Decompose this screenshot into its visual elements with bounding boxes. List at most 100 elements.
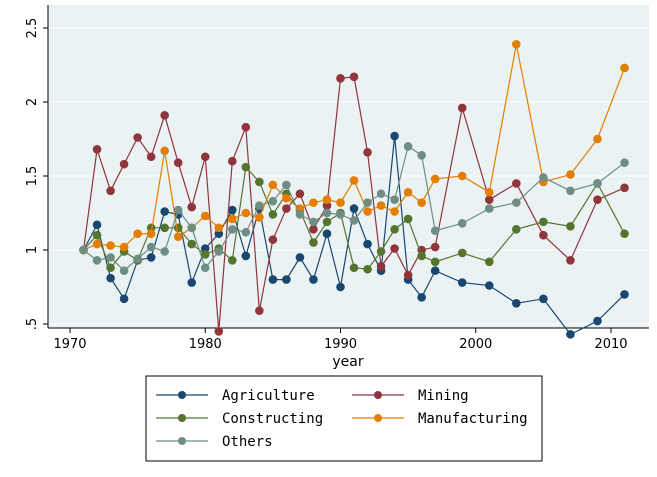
data-point	[160, 207, 169, 216]
data-point	[295, 253, 305, 262]
data-point	[255, 201, 264, 210]
data-point	[187, 202, 197, 212]
data-point	[593, 316, 602, 326]
data-point	[322, 217, 332, 227]
data-point	[457, 248, 467, 258]
data-point	[322, 195, 332, 204]
data-point	[200, 250, 210, 259]
data-point	[268, 180, 278, 190]
series-others	[79, 142, 629, 276]
data-point	[309, 238, 318, 247]
data-point	[228, 224, 237, 234]
data-point	[241, 122, 251, 132]
data-point	[363, 239, 372, 249]
data-point	[593, 195, 602, 204]
data-point	[106, 273, 115, 283]
data-point	[390, 244, 399, 253]
data-point	[403, 270, 413, 280]
data-point	[187, 278, 197, 287]
data-point	[484, 281, 494, 290]
series-line-agriculture	[82, 135, 625, 336]
y-tick-label: 1.5	[25, 166, 40, 187]
legend-marker	[374, 391, 382, 399]
legend-label: Agriculture	[222, 388, 315, 404]
data-point	[620, 183, 629, 193]
y-tick-label: 2	[25, 98, 40, 106]
data-point	[106, 186, 115, 196]
data-point	[187, 239, 197, 249]
data-point	[106, 253, 115, 262]
data-point	[268, 275, 278, 284]
legend-item-constructing: Constructing	[156, 411, 323, 427]
data-point	[241, 251, 251, 261]
data-point	[200, 211, 210, 221]
data-point	[255, 306, 264, 315]
data-point	[119, 266, 129, 276]
legend-item-agriculture: Agriculture	[156, 388, 315, 404]
data-point	[92, 145, 102, 154]
data-point	[214, 247, 224, 256]
data-point	[79, 245, 88, 255]
data-point	[268, 210, 278, 219]
data-point	[484, 204, 494, 213]
data-point	[349, 204, 359, 213]
data-point	[160, 223, 169, 233]
data-point	[160, 247, 169, 256]
data-point	[390, 131, 399, 141]
data-point	[309, 198, 318, 207]
legend-box	[145, 375, 543, 462]
series-layer	[79, 39, 629, 339]
data-point	[106, 263, 115, 273]
data-point	[349, 263, 359, 273]
axes: .5 1 1.5 2 2.5 1970 1980 1990 2000 2010	[25, 5, 649, 352]
data-point	[403, 187, 413, 197]
data-point	[200, 263, 210, 273]
legend-marker	[178, 414, 186, 422]
data-point	[363, 198, 372, 207]
data-point	[133, 133, 142, 142]
data-point	[119, 159, 129, 169]
data-point	[430, 266, 440, 276]
data-point	[376, 247, 386, 256]
data-point	[336, 282, 345, 292]
data-point	[133, 254, 142, 264]
data-point	[200, 152, 210, 162]
data-point	[430, 242, 440, 252]
data-point	[146, 152, 156, 162]
data-point	[322, 229, 332, 239]
data-point	[566, 256, 575, 265]
data-point	[417, 150, 426, 160]
data-point	[390, 224, 399, 234]
data-point	[363, 148, 372, 157]
data-point	[390, 207, 399, 216]
data-point	[173, 158, 183, 167]
data-point	[106, 241, 115, 250]
data-point	[403, 142, 413, 151]
data-point	[146, 253, 156, 262]
data-point	[539, 294, 548, 304]
data-point	[160, 111, 169, 120]
data-point	[228, 256, 237, 265]
data-point	[282, 180, 291, 190]
data-point	[255, 177, 264, 187]
data-point	[255, 213, 264, 222]
data-point	[593, 134, 602, 144]
data-point	[430, 226, 440, 236]
x-tick-label: 1990	[324, 337, 357, 352]
data-point	[484, 187, 494, 197]
plot-area	[48, 5, 649, 328]
data-point	[92, 230, 102, 240]
data-point	[349, 72, 359, 82]
data-point	[241, 162, 251, 172]
legend-marker	[178, 391, 186, 399]
data-point	[187, 223, 197, 233]
x-axis-title: year	[332, 354, 363, 370]
data-point	[214, 327, 224, 336]
data-point	[309, 217, 318, 227]
data-point	[376, 201, 386, 210]
x-tick-label: 1980	[189, 337, 222, 352]
data-point	[430, 257, 440, 267]
data-point	[512, 179, 521, 188]
data-point	[417, 198, 426, 207]
